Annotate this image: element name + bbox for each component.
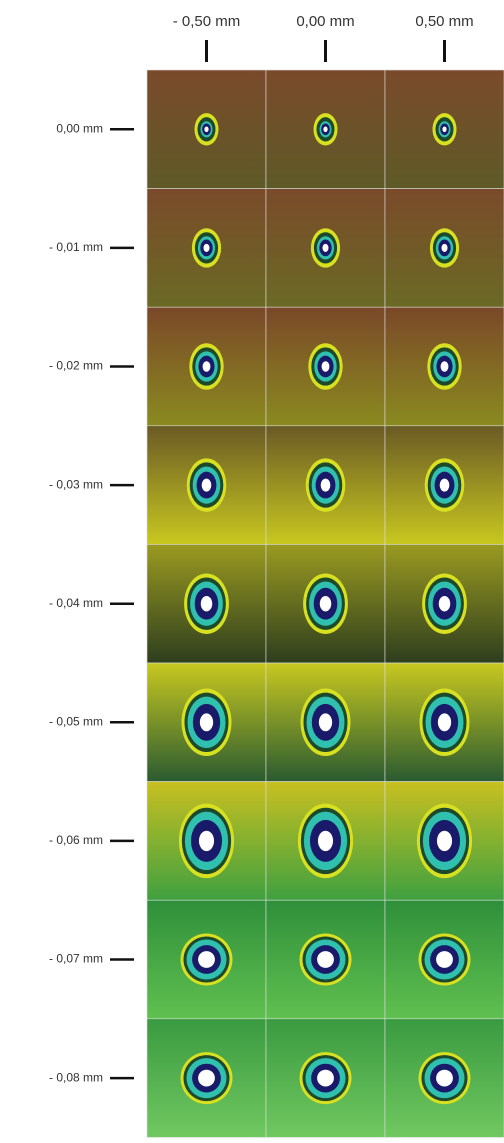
row-label: - 0,01 mm: [49, 240, 103, 254]
spot-ring: [198, 951, 215, 968]
spot-ring: [442, 126, 446, 132]
spot-ring: [437, 831, 452, 851]
spot-ring: [320, 596, 331, 611]
row-label: - 0,08 mm: [49, 1070, 103, 1084]
row-label: - 0,06 mm: [49, 833, 103, 847]
row-label: 0,00 mm: [56, 121, 103, 135]
spot-ring: [202, 479, 212, 492]
spot-ring: [317, 1070, 334, 1087]
spot-ring: [321, 479, 331, 492]
spot-ring: [319, 713, 332, 731]
column-label: 0,00 mm: [296, 13, 354, 30]
spot-ring: [322, 244, 328, 252]
spot-ring: [201, 596, 212, 611]
column-label: 0,50 mm: [415, 13, 473, 30]
row-label: - 0,04 mm: [49, 596, 103, 610]
spot-ring: [199, 831, 214, 851]
spot-ring: [440, 479, 450, 492]
spot-ring: [317, 951, 334, 968]
spot-ring: [200, 713, 213, 731]
spot-ring: [203, 361, 211, 372]
spot-ring: [436, 1070, 453, 1087]
row-label: - 0,02 mm: [49, 359, 103, 373]
row-label: - 0,05 mm: [49, 714, 103, 728]
column-label: - 0,50 mm: [173, 13, 241, 30]
spot-ring: [441, 361, 449, 372]
spot-ring: [441, 244, 447, 252]
spot-ring: [323, 126, 327, 132]
spot-ring: [322, 361, 330, 372]
spot-ring: [438, 713, 451, 731]
spot-ring: [203, 244, 209, 252]
row-label: - 0,07 mm: [49, 952, 103, 966]
row-label: - 0,03 mm: [49, 477, 103, 491]
figure: - 0,50 mm 0,00 mm 0,50 mm 0,00 mm - 0,01 mm -…: [0, 0, 504, 1138]
spot-ring: [204, 126, 208, 132]
spot-ring: [318, 831, 333, 851]
spot-ring: [436, 951, 453, 968]
spot-ring: [198, 1070, 215, 1087]
spot-ring: [439, 596, 450, 611]
